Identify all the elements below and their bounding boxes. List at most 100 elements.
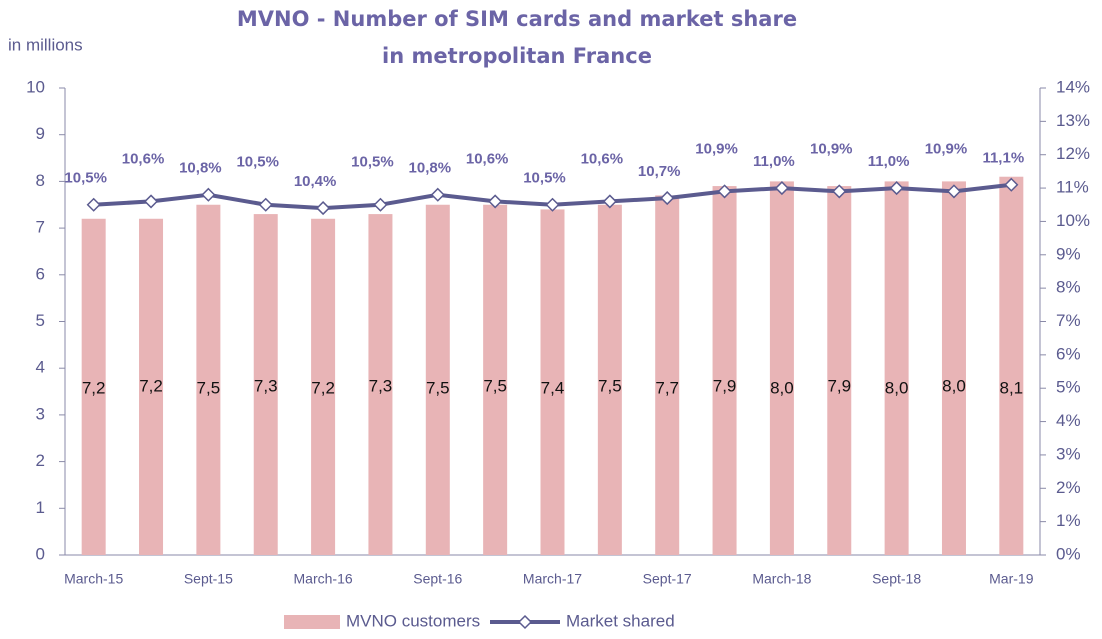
- y2-tick-label: 10%: [1056, 211, 1090, 230]
- bar-value-label: 8,0: [942, 376, 966, 395]
- line-value-label: 10,5%: [523, 170, 566, 187]
- line-value-label: 11,0%: [753, 153, 795, 170]
- chart-title: in metropolitan France: [382, 44, 652, 68]
- y2-tick-label: 11%: [1056, 178, 1089, 197]
- y-tick-label: 2: [36, 451, 45, 470]
- bar: [311, 218, 336, 555]
- bar-value-label: 7,2: [139, 376, 163, 395]
- bar: [655, 195, 680, 555]
- line-marker: [86, 197, 101, 212]
- line-value-label: 10,5%: [351, 154, 394, 171]
- legend-label: Market shared: [566, 611, 675, 630]
- bar: [999, 176, 1024, 556]
- line-marker: [832, 184, 847, 199]
- bar: [81, 218, 106, 555]
- bar: [597, 204, 622, 555]
- line-value-label: 10,9%: [695, 140, 738, 157]
- line-value-label: 10,8%: [179, 160, 222, 177]
- bar-value-label: 8,0: [885, 378, 909, 397]
- line-marker: [316, 201, 331, 216]
- line-value-label: 11,1%: [982, 150, 1024, 167]
- bar: [941, 181, 966, 555]
- bar-value-label: 8,0: [770, 378, 794, 397]
- line-marker: [774, 181, 789, 196]
- y2-tick-label: 4%: [1056, 411, 1081, 430]
- y2-tick-label: 9%: [1056, 244, 1081, 263]
- bar-value-label: 7,9: [827, 376, 851, 395]
- line-value-label: 11,0%: [868, 153, 910, 170]
- y-tick-label: 8: [36, 171, 45, 190]
- x-tick-label: March-16: [294, 571, 353, 587]
- line-marker: [946, 184, 962, 199]
- line-marker: [602, 194, 617, 209]
- line-value-label: 10,8%: [409, 160, 452, 177]
- bar: [827, 186, 852, 555]
- line-marker: [143, 194, 159, 209]
- y2-tick-label: 6%: [1056, 344, 1081, 363]
- line-marker: [545, 197, 560, 212]
- line-marker: [717, 184, 732, 199]
- x-tick-label: Mar-19: [989, 571, 1034, 587]
- y-tick-label: 9: [36, 124, 45, 143]
- x-tick-label: Sept-15: [184, 571, 233, 587]
- bar: [483, 204, 508, 555]
- line-value-label: 10,7%: [638, 163, 681, 180]
- bar-value-label: 7,3: [254, 376, 278, 395]
- y-tick-label: 6: [36, 264, 45, 283]
- y2-tick-label: 12%: [1056, 144, 1090, 163]
- line-value-label: 10,6%: [466, 150, 509, 167]
- line-value-label: 10,9%: [925, 140, 968, 157]
- x-tick-label: Sept-17: [643, 571, 692, 587]
- bar-value-label: 7,7: [655, 378, 679, 397]
- y2-tick-label: 0%: [1056, 544, 1081, 563]
- x-tick-label: Sept-18: [872, 571, 921, 587]
- line-marker: [1004, 177, 1019, 192]
- y-tick-label: 5: [36, 311, 45, 330]
- line-value-label: 10,5%: [236, 154, 279, 171]
- bar-value-label: 7,5: [598, 376, 622, 395]
- bar: [712, 186, 737, 555]
- bar: [769, 181, 794, 555]
- bar-value-label: 7,3: [369, 376, 393, 395]
- line-marker: [889, 181, 904, 196]
- bar: [139, 218, 164, 555]
- chart-title: MVNO - Number of SIM cards and market sh…: [237, 7, 797, 31]
- bar: [884, 181, 909, 555]
- x-tick-label: March-18: [752, 571, 811, 587]
- legend-label: MVNO customers: [346, 611, 480, 630]
- bar: [253, 214, 278, 555]
- y2-tick-label: 2%: [1056, 478, 1081, 497]
- bar-value-label: 7,4: [541, 378, 565, 397]
- y2-tick-label: 3%: [1056, 444, 1081, 463]
- bar-value-label: 7,2: [311, 378, 335, 397]
- y-axis-label: in millions: [8, 35, 83, 54]
- y-tick-label: 4: [36, 358, 45, 377]
- y2-tick-label: 1%: [1056, 511, 1081, 530]
- y-tick-label: 3: [36, 404, 45, 423]
- legend-swatch: [284, 615, 340, 629]
- line-value-label: 10,6%: [581, 150, 624, 167]
- line-marker: [373, 197, 388, 212]
- x-tick-label: Sept-16: [413, 571, 462, 587]
- y2-tick-label: 8%: [1056, 278, 1081, 297]
- bar-value-label: 7,5: [483, 376, 507, 395]
- bar: [196, 204, 221, 555]
- x-tick-label: March-15: [64, 571, 123, 587]
- line-marker: [488, 194, 503, 209]
- legend-marker: [517, 614, 533, 630]
- bar: [368, 214, 393, 555]
- y-tick-label: 0: [36, 544, 45, 563]
- y2-tick-label: 7%: [1056, 311, 1081, 330]
- line-value-label: 10,4%: [294, 173, 337, 190]
- bar-value-label: 7,5: [426, 378, 450, 397]
- line-marker: [430, 187, 445, 202]
- bar-value-label: 7,2: [82, 378, 106, 397]
- bar: [540, 209, 565, 556]
- x-tick-label: March-17: [523, 571, 582, 587]
- line-marker: [660, 191, 675, 206]
- y2-tick-label: 5%: [1056, 378, 1081, 397]
- y2-tick-label: 13%: [1056, 111, 1090, 130]
- y-tick-label: 7: [36, 218, 45, 237]
- bar-value-label: 7,5: [197, 378, 221, 397]
